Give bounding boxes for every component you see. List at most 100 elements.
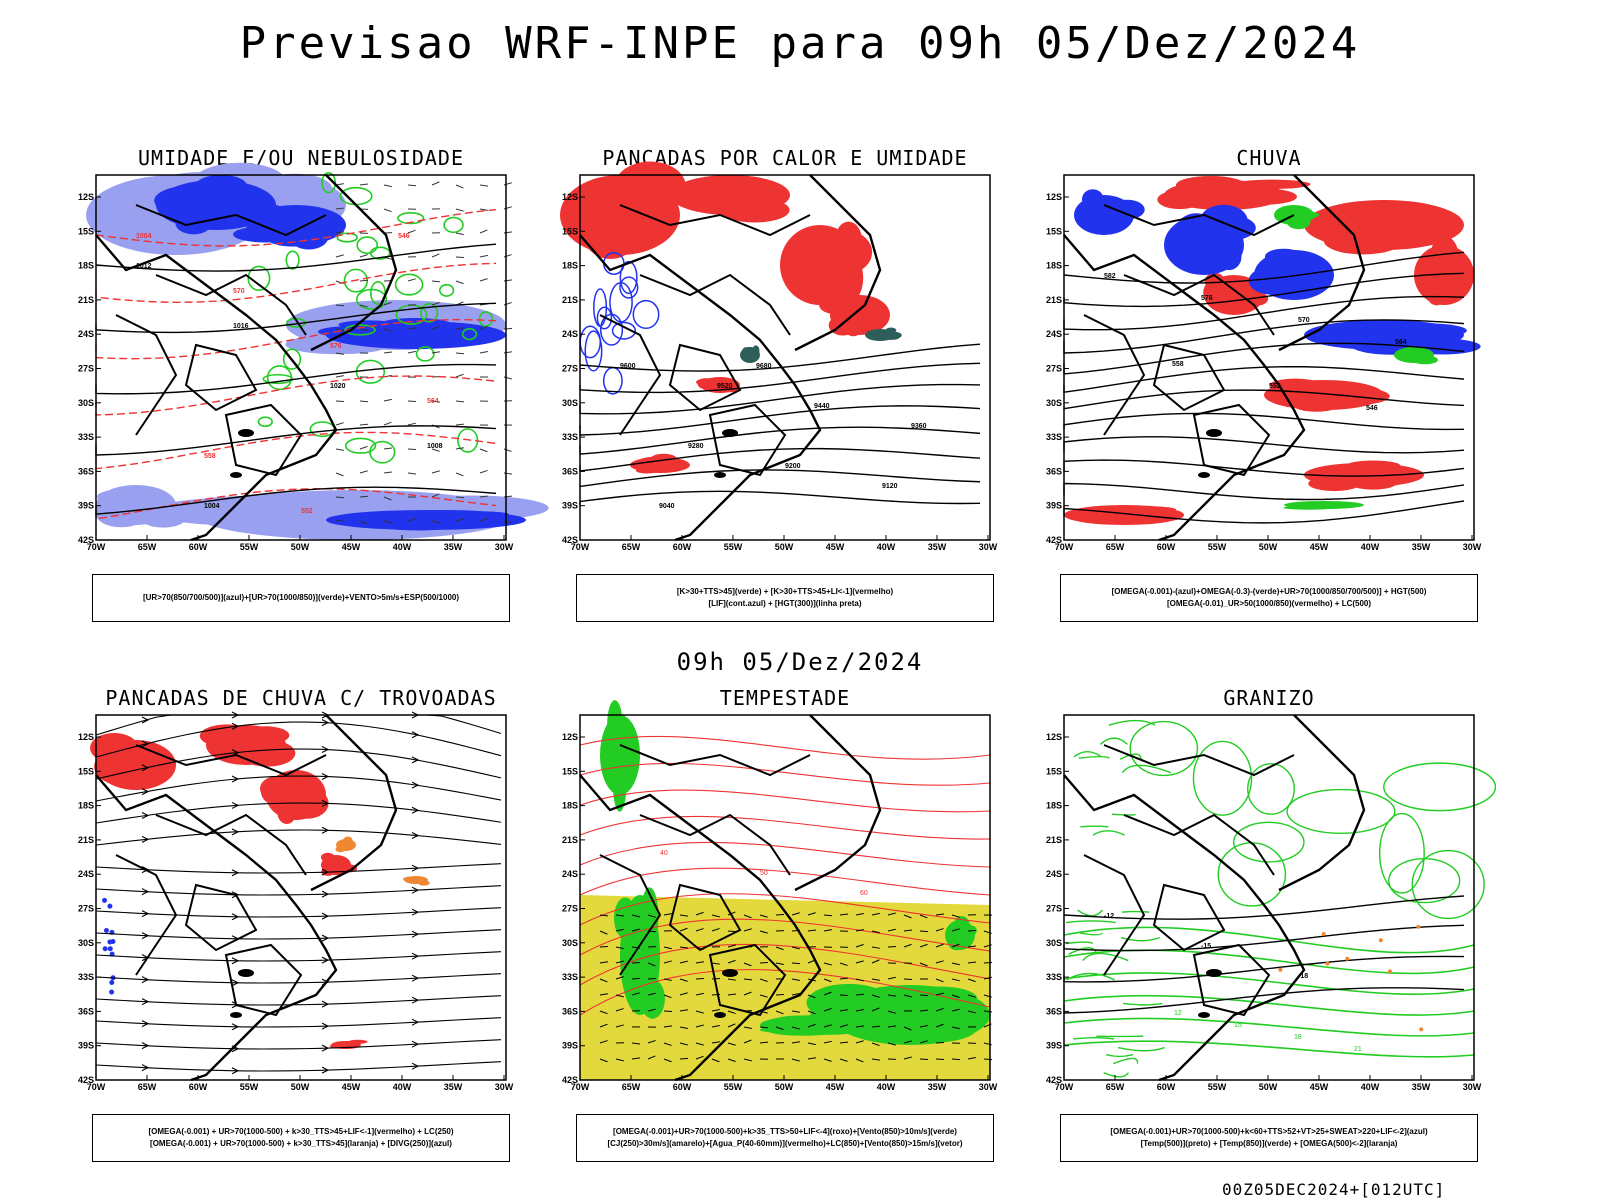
lat-tick-label: 36S — [78, 466, 94, 476]
lon-tick-label: 40W — [393, 1082, 412, 1092]
height-300-contour — [579, 447, 981, 472]
lon-tick-label: 55W — [1208, 542, 1227, 552]
map-granizo[interactable]: -12 -15 -18 12 15 18 21 12S 15S 18S 21S 24S 27S 30S 33… — [1044, 710, 1497, 1110]
wind-vector — [599, 1040, 608, 1044]
streamline-arrow — [231, 869, 240, 877]
wind-vector — [679, 1009, 688, 1012]
wind-vector — [743, 1026, 752, 1029]
lifted-index-contour — [611, 321, 637, 340]
temp-850-contour — [1129, 720, 1199, 777]
streamline-arrow — [231, 891, 240, 899]
humidity-contour-low — [356, 236, 379, 255]
instability-area — [827, 250, 859, 306]
wind-vector — [431, 181, 440, 186]
wind-vector — [455, 280, 464, 285]
wind-vector — [967, 945, 976, 948]
panel-title: CHUVA — [1236, 146, 1302, 170]
height-300-contour — [579, 469, 981, 488]
lon-tick-label: 30W — [979, 1082, 998, 1092]
wind-vector — [775, 1010, 784, 1015]
wind-vector — [887, 928, 896, 932]
wind-vector — [383, 520, 392, 524]
lon-tick-label: 65W — [622, 542, 641, 552]
map-umidade[interactable]: 1004 570 576 564 558 552 546 1012 1016 1020 1008 10… — [76, 162, 549, 570]
map-pancadas[interactable]: 9600 9520 9440 9360 9280 9200 9120 9040 9680 12S 1… — [560, 161, 1010, 570]
wind-vector — [823, 1024, 832, 1028]
streamline-arrow — [321, 1022, 330, 1030]
lat-tick-label: 39S — [78, 1041, 94, 1051]
wind-vector — [335, 496, 345, 499]
wind-vector — [871, 930, 880, 934]
lat-tick-label: 27S — [562, 364, 578, 374]
lat-tick-label: 30S — [78, 398, 94, 408]
coastline-east — [1278, 714, 1366, 892]
lon-tick-label: 35W — [444, 542, 463, 552]
humidity-contour-low — [369, 246, 391, 260]
map-chuva[interactable]: 582 576 570 564 558 552 546 12S 15S 18S 21S 24S 27S 3… — [1044, 170, 1494, 570]
wind-vector — [383, 184, 392, 188]
wind-vector — [791, 1026, 800, 1030]
lat-tick-label: 21S — [1046, 295, 1062, 305]
thickness-contour — [95, 208, 497, 247]
lon-tick-label: 60W — [673, 1082, 692, 1092]
lat-tick-label: 39S — [78, 501, 94, 511]
wind-vector — [839, 962, 848, 967]
lat-tick-label: 36S — [562, 1006, 578, 1016]
map-tempestade[interactable]: 40 50 60 12S 15S 18S 21S 24S 27S 30S 33S 36S 39S 42S7… — [560, 700, 1010, 1110]
streamline — [95, 995, 502, 1006]
humidity-contour-low — [461, 328, 478, 341]
contour-label: 546 — [398, 233, 410, 240]
temp-850-contour — [1065, 920, 1116, 924]
wind-vector — [407, 448, 417, 451]
wind-vector — [695, 928, 704, 932]
wind-vector — [935, 1007, 944, 1012]
lon-tick-label: 60W — [673, 542, 692, 552]
lon-tick-label: 40W — [877, 542, 896, 552]
humidity-area-light — [148, 497, 332, 526]
lat-tick-label: 15S — [1046, 226, 1062, 236]
streamline-arrow — [411, 908, 420, 916]
wind-vector — [727, 1010, 736, 1015]
wind-vector — [695, 1055, 704, 1060]
height-500-contour — [1063, 342, 1465, 375]
wind-vector — [727, 993, 736, 996]
lat-tick-label: 15S — [78, 766, 94, 776]
lagoon — [230, 472, 242, 478]
contour-label: 1012 — [136, 263, 152, 270]
lon-tick-label: 50W — [1259, 542, 1278, 552]
streamline-arrow — [141, 888, 150, 896]
coastline-east — [310, 714, 398, 892]
lat-tick-label: 21S — [78, 835, 94, 845]
legend-line: [OMEGA(-0.001)+UR>70(1000-500)+k<60+TTS>… — [1110, 1127, 1428, 1136]
panel-tempestade: TEMPESTADE 40 50 60 12S 15S 18S 21S 24S 27S 30S 33… — [560, 686, 1010, 1162]
omega-strong-area — [1296, 211, 1320, 219]
humidity-area-upper — [289, 224, 329, 250]
temp-850-contour — [1121, 764, 1172, 774]
instability-area — [614, 161, 686, 212]
streamline-arrow — [411, 930, 420, 938]
rain-area — [1422, 258, 1464, 294]
divergence-point — [110, 939, 116, 945]
contour-label: 9440 — [814, 403, 830, 410]
streamline-arrow — [321, 719, 330, 727]
temp-850-contour — [1192, 740, 1253, 816]
wind-vector — [599, 1058, 608, 1063]
streamline-arrow — [411, 806, 420, 814]
wind-vector — [727, 944, 736, 948]
height-300-contour — [579, 383, 981, 415]
lon-tick-label: 70W — [1055, 542, 1074, 552]
panel-title: PANCADAS POR CALOR E UMIDADE — [602, 146, 968, 170]
lagoon — [722, 969, 738, 977]
thunderstorm-area — [94, 750, 136, 784]
temp-850-contour — [1383, 762, 1497, 812]
rain-area — [1157, 190, 1203, 210]
wind-vector — [919, 1040, 928, 1044]
streamline-arrow — [141, 866, 150, 874]
lagoon — [1198, 472, 1210, 478]
wind-vector — [335, 519, 344, 522]
lat-tick-label: 30S — [78, 938, 94, 948]
wind-vector — [759, 978, 768, 982]
streamline-arrow — [411, 952, 420, 960]
humidity-area-upper — [317, 325, 389, 338]
